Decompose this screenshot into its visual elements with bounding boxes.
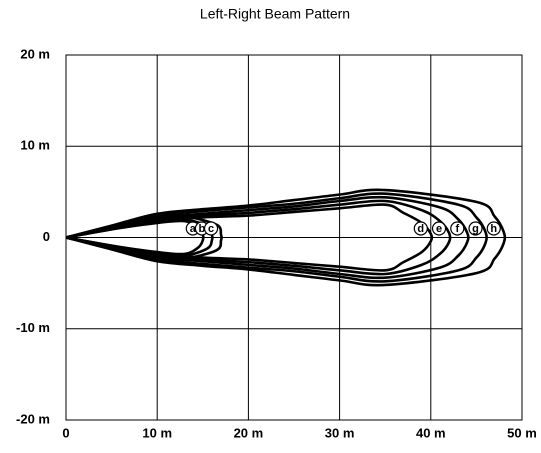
beam-curve <box>65 199 452 276</box>
y-tick-label: 0 <box>43 229 50 244</box>
curve-label: h <box>490 223 497 235</box>
curve-label: d <box>417 223 424 235</box>
curve-label: g <box>472 223 479 235</box>
curve-label: e <box>436 223 442 235</box>
chart-title: Left-Right Beam Pattern <box>200 6 350 22</box>
y-tick-label: 20 m <box>20 46 50 61</box>
curve-label: b <box>199 223 206 235</box>
x-tick-label: 10 m <box>142 425 172 440</box>
curve-label-circle <box>431 221 447 236</box>
curve-label: a <box>190 223 197 235</box>
beam-curve <box>65 219 205 256</box>
y-tick-label: -20 m <box>16 411 50 426</box>
y-tick-label: 10 m <box>20 138 50 153</box>
beam-curve <box>65 203 434 272</box>
y-tick-label: -10 m <box>16 320 50 335</box>
curve-label-circle <box>468 221 483 236</box>
x-tick-label: 20 m <box>234 425 264 440</box>
beam-curve <box>65 192 488 283</box>
x-tick-label: 30 m <box>325 425 355 440</box>
curve-label-circle <box>413 221 428 236</box>
curve-label-circle <box>203 221 219 236</box>
beam-curve <box>65 195 470 280</box>
x-tick-label: 0 <box>62 425 69 440</box>
curve-label: f <box>455 223 459 235</box>
curve-label: c <box>208 223 214 235</box>
x-tick-label: 40 m <box>416 425 446 440</box>
x-tick-label: 50 m <box>507 425 537 440</box>
beam-curve <box>65 188 507 287</box>
curve-label-circle <box>450 221 465 236</box>
curve-label-circle <box>486 221 501 236</box>
